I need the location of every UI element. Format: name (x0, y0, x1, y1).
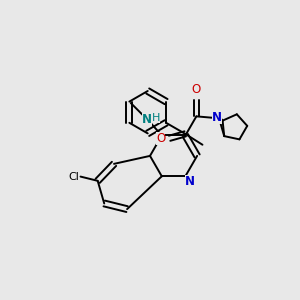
Text: Cl: Cl (68, 172, 79, 182)
Text: N: N (185, 175, 195, 188)
Text: N: N (142, 113, 152, 126)
Text: O: O (156, 132, 166, 145)
Text: O: O (192, 83, 201, 96)
Text: N: N (212, 111, 222, 124)
Text: H: H (152, 113, 160, 123)
